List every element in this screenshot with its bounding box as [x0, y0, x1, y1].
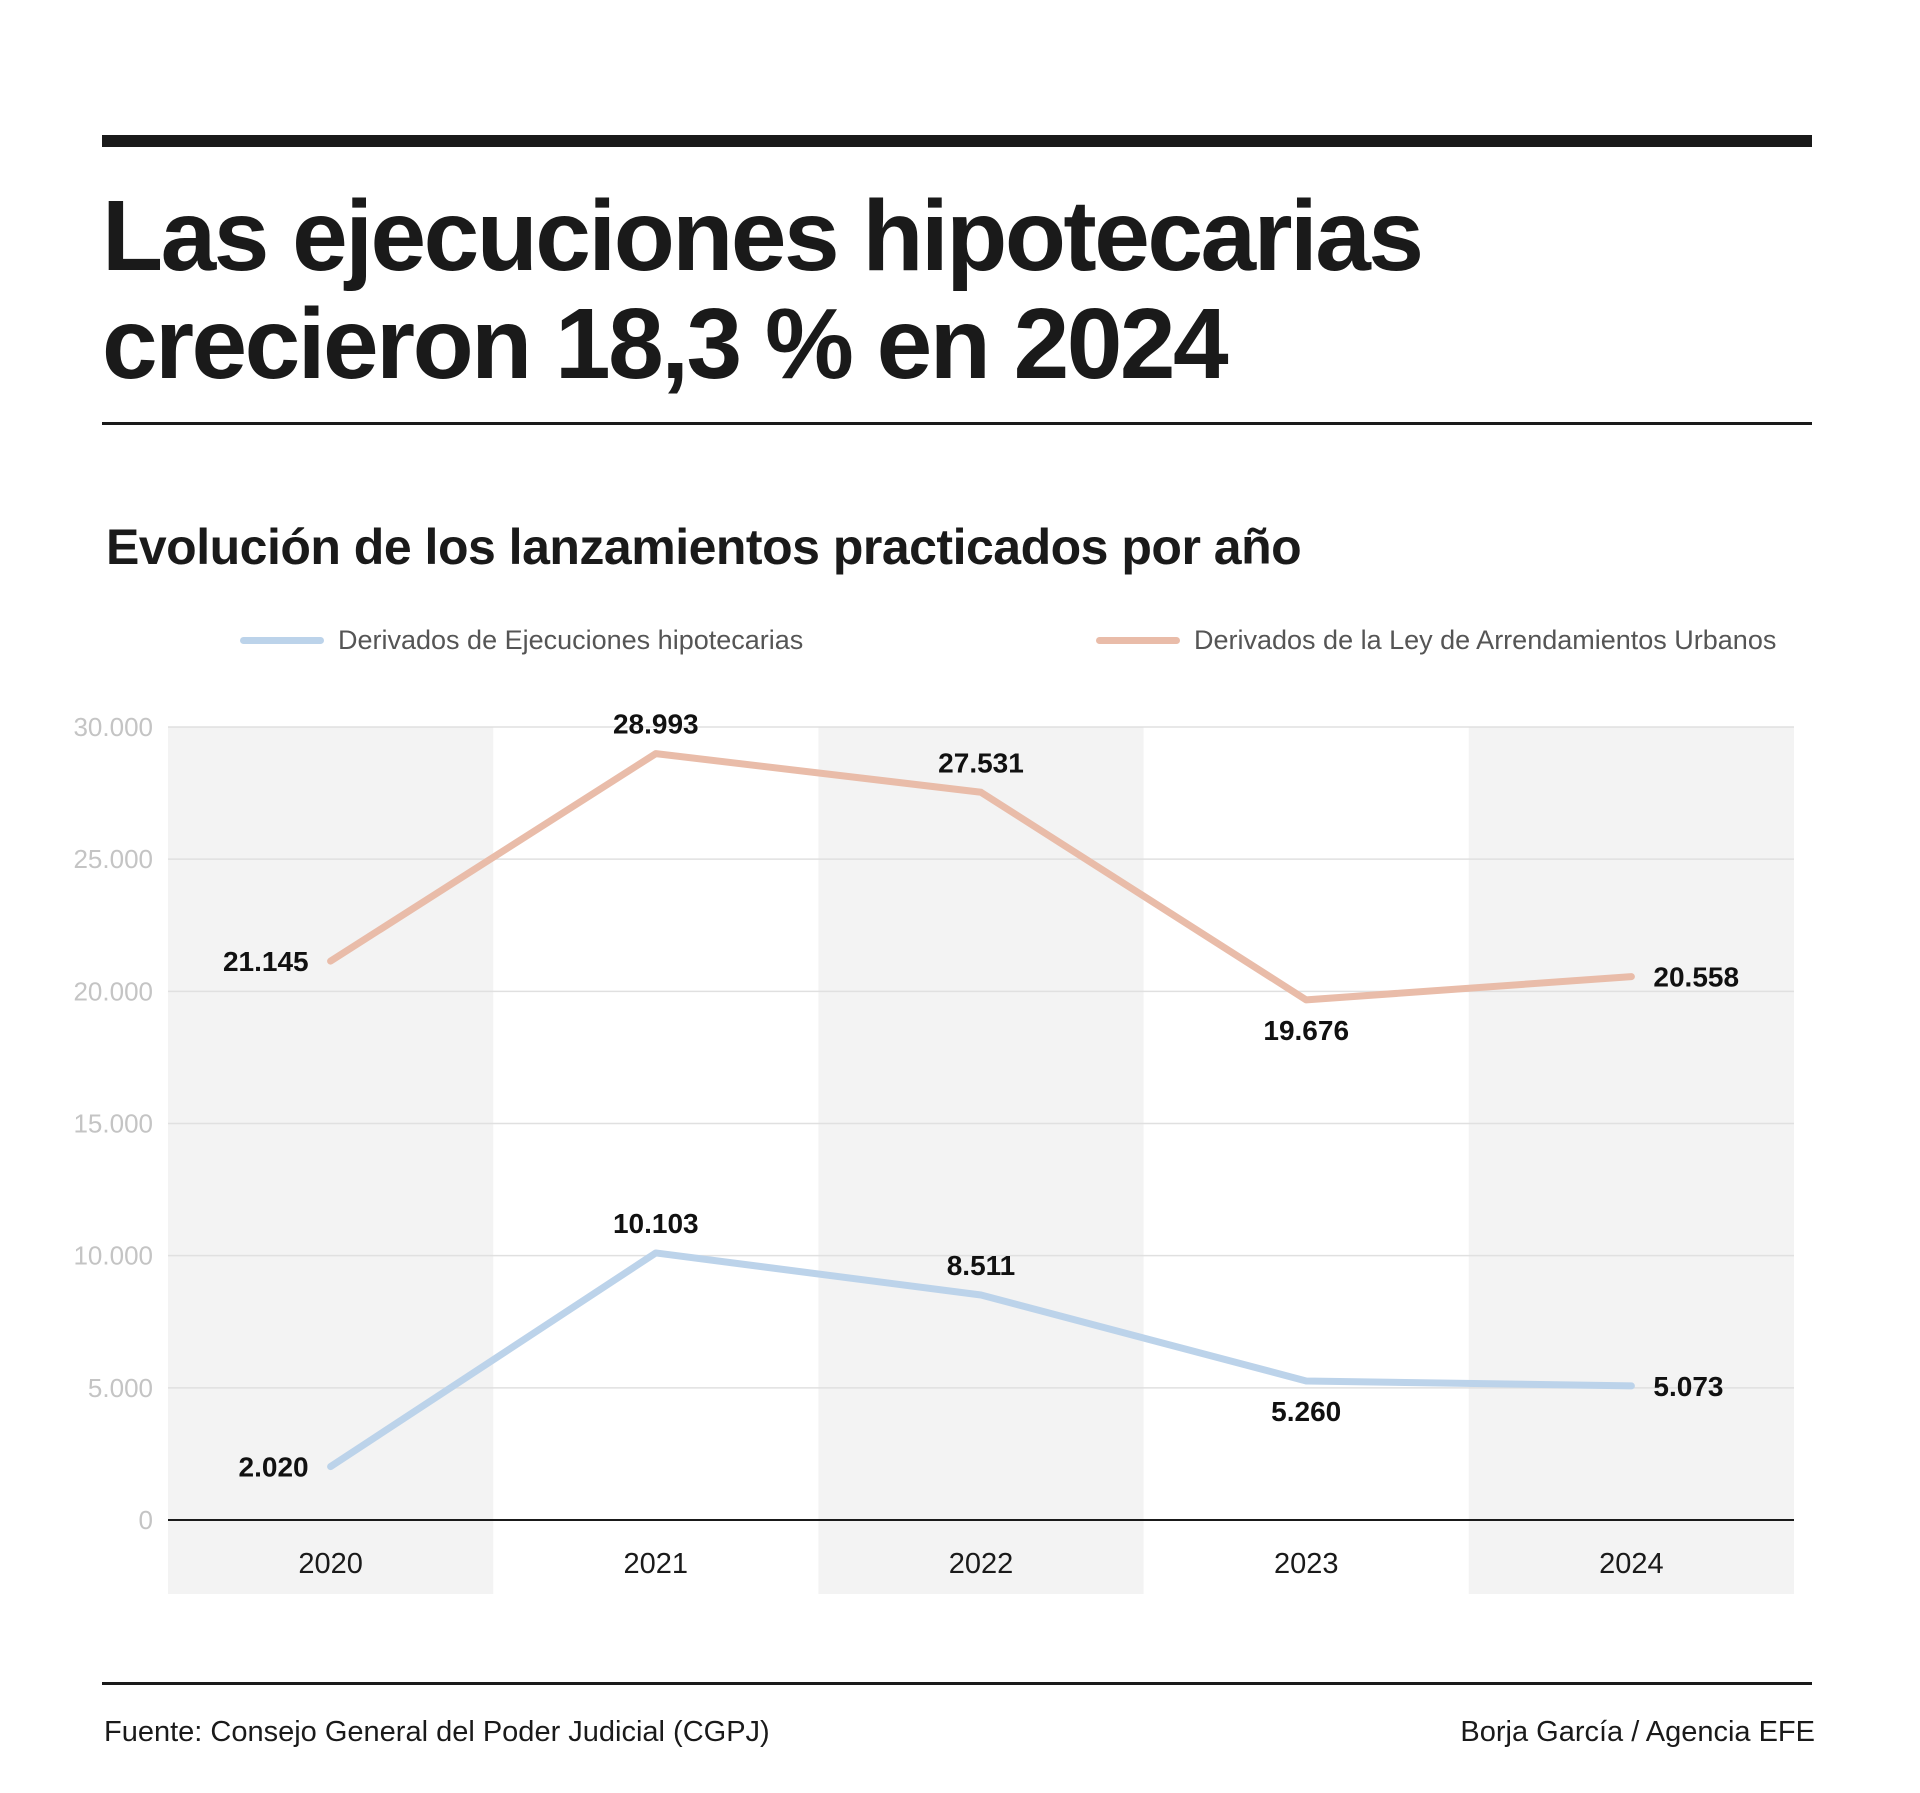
column-band-2024 [1468, 727, 1794, 1594]
data-label-ejecuciones-2023: 5.260 [1271, 1396, 1341, 1427]
series-lines [327, 750, 1635, 1471]
y-tick-label: 25.000 [73, 844, 153, 874]
grid-lines [168, 726, 1794, 1389]
title-divider [102, 422, 1812, 425]
headline-line-1: Las ejecuciones hipotecarias [102, 180, 1424, 292]
y-tick-label: 30.000 [73, 712, 153, 742]
data-label-arrendamientos-2020: 21.145 [223, 946, 309, 977]
top-rule [102, 135, 1812, 147]
legend-swatch-arrendamientos [1096, 636, 1180, 644]
data-label-arrendamientos-2024: 20.558 [1653, 962, 1739, 993]
x-tick-label-2020: 2020 [298, 1548, 363, 1580]
x-tick-label-2021: 2021 [624, 1548, 689, 1580]
y-tick-label: 15.000 [73, 1109, 153, 1139]
data-label-ejecuciones-2024: 5.073 [1653, 1371, 1723, 1402]
x-axis: 2020 2021 2022 2023 2024 [168, 1519, 1794, 1580]
footer-rule [102, 1682, 1812, 1685]
legend-label-ejecuciones: Derivados de Ejecuciones hipotecarias [338, 624, 804, 655]
y-tick-label: 5.000 [88, 1373, 153, 1403]
data-label-ejecuciones-2022: 8.511 [947, 1250, 1016, 1281]
data-labels: 2.020 10.103 8.511 5.260 5.073 21.145 28.993 27… [223, 709, 1739, 1483]
column-band-2020 [168, 727, 494, 1594]
data-label-arrendamientos-2022: 27.531 [938, 747, 1024, 778]
legend-swatch-ejecuciones [240, 636, 324, 644]
series-line-ejecuciones [327, 1249, 1635, 1471]
y-tick-label: 0 [139, 1505, 153, 1535]
headline: Las ejecuciones hipotecarias crecieron 1… [102, 182, 1812, 398]
chart-subtitle: Evolución de los lanzamientos practicado… [106, 519, 1302, 575]
data-label-arrendamientos-2023: 19.676 [1263, 1015, 1349, 1046]
source-note: Fuente: Consejo General del Poder Judici… [104, 1716, 770, 1748]
x-tick-label-2022: 2022 [949, 1548, 1014, 1580]
x-tick-label-2024: 2024 [1599, 1548, 1664, 1580]
column-bands [168, 727, 1794, 1594]
legend-item-ejecuciones: Derivados de Ejecuciones hipotecarias [240, 620, 803, 660]
data-label-ejecuciones-2020: 2.020 [239, 1452, 309, 1483]
data-label-arrendamientos-2021: 28.993 [613, 709, 699, 740]
y-axis: 0 5.000 10.000 15.000 20.000 25.000 30.000 [73, 712, 153, 1535]
credit-note: Borja García / Agencia EFE [1460, 1716, 1815, 1748]
y-tick-label: 20.000 [73, 976, 153, 1006]
series-line-arrendamientos [327, 750, 1635, 1004]
y-tick-label: 10.000 [73, 1241, 153, 1271]
data-label-ejecuciones-2021: 10.103 [613, 1208, 699, 1239]
column-band-2022 [818, 727, 1144, 1594]
legend-item-arrendamientos: Derivados de la Ley de Arrendamientos Ur… [1096, 620, 1776, 660]
x-tick-label-2023: 2023 [1274, 1548, 1339, 1580]
legend-label-arrendamientos: Derivados de la Ley de Arrendamientos Ur… [1194, 624, 1777, 655]
headline-line-2: crecieron 18,3 % en 2024 [102, 288, 1229, 400]
